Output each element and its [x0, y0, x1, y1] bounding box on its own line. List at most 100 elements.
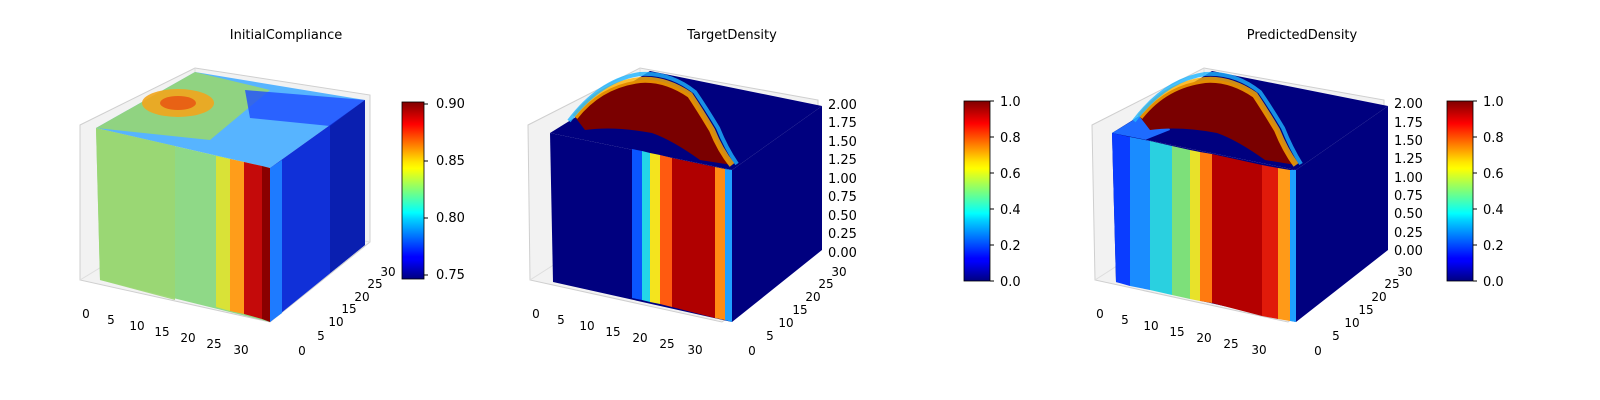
- z-tick-label: 0.50: [1394, 207, 1423, 222]
- panel-target-density: TargetDensity 0.00 0.25 0.50 0.7: [527, 28, 1021, 358]
- y-axis: 0 5 10 15 20 25 30: [748, 265, 846, 358]
- colorbar-tick-label: 1.0: [1000, 95, 1021, 110]
- y-tick-label: 30: [380, 265, 395, 279]
- y-tick-label: 15: [792, 303, 807, 317]
- z-axis: 0.00 0.25 0.50 0.75 1.00 1.25 1.50 1.75 …: [828, 98, 857, 261]
- colorbar: 0.75 0.80 0.85 0.90: [401, 97, 465, 283]
- z-tick-label: 1.25: [828, 153, 857, 168]
- x-tick-label: 20: [180, 331, 195, 345]
- x-tick-label: 25: [206, 337, 221, 351]
- x-tick-label: 0: [1096, 307, 1104, 321]
- colorbar-tick-label: 0.80: [436, 211, 465, 226]
- colorbar-tick-label: 0.2: [1483, 239, 1504, 254]
- z-tick-label: 1.50: [828, 135, 857, 150]
- colorbar-tick-label: 0.0: [1000, 275, 1021, 290]
- colorbar-tick-label: 0.75: [436, 268, 465, 283]
- colorbar-gradient: [963, 100, 991, 282]
- y-tick-label: 0: [298, 344, 306, 358]
- x-tick-label: 20: [1196, 331, 1211, 345]
- x-tick-label: 15: [154, 325, 169, 339]
- x-tick-label: 10: [579, 319, 594, 333]
- x-tick-label: 30: [233, 343, 248, 357]
- y-tick-label: 25: [1384, 277, 1399, 291]
- y-tick-label: 25: [818, 277, 833, 291]
- colorbar-tick-label: 0.4: [1000, 203, 1021, 218]
- z-axis: 0.00 0.25 0.50 0.75 1.00 1.25 1.50 1.75 …: [1394, 97, 1423, 259]
- y-tick-label: 20: [354, 290, 369, 304]
- y-tick-label: 0: [748, 344, 756, 358]
- x-tick-label: 10: [129, 319, 144, 333]
- y-tick-label: 0: [1314, 344, 1322, 358]
- cube-right-face: [1296, 106, 1388, 322]
- colorbar-tick-label: 1.0: [1483, 95, 1504, 110]
- y-tick-label: 5: [766, 329, 774, 343]
- y-tick-label: 30: [1397, 265, 1412, 279]
- z-tick-label: 1.00: [1394, 171, 1423, 186]
- x-tick-label: 25: [1223, 337, 1238, 351]
- x-tick-label: 30: [687, 343, 702, 357]
- y-tick-label: 10: [1344, 316, 1359, 330]
- x-tick-label: 15: [605, 325, 620, 339]
- x-tick-label: 25: [659, 337, 674, 351]
- x-tick-label: 5: [1121, 313, 1129, 327]
- x-tick-label: 15: [1169, 325, 1184, 339]
- colorbar-tick-label: 0.4: [1483, 203, 1504, 218]
- z-tick-label: 1.50: [1394, 134, 1423, 149]
- cube-right-face: [732, 106, 822, 322]
- voxel-cube: [550, 71, 822, 322]
- x-tick-label: 0: [532, 307, 540, 321]
- y-tick-label: 5: [317, 329, 325, 343]
- x-tick-label: 5: [557, 313, 565, 327]
- z-tick-label: 1.25: [1394, 152, 1423, 167]
- z-tick-label: 2.00: [828, 98, 857, 113]
- x-tick-label: 10: [1143, 319, 1158, 333]
- colorbar-tick-label: 0.8: [1483, 131, 1504, 146]
- z-tick-label: 0.25: [828, 227, 857, 242]
- x-tick-label: 30: [1251, 343, 1266, 357]
- z-tick-label: 0.50: [828, 209, 857, 224]
- colorbar-tick-label: 0.0: [1483, 275, 1504, 290]
- colorbar: 0.0 0.2 0.4 0.6 0.8 1.0: [1446, 95, 1504, 290]
- y-tick-label: 10: [328, 315, 343, 329]
- colorbar-gradient: [401, 101, 425, 280]
- x-tick-label: 20: [632, 331, 647, 345]
- z-tick-label: 0.00: [828, 246, 857, 261]
- colorbar-tick-label: 0.85: [436, 154, 465, 169]
- colorbar-gradient: [1446, 100, 1474, 282]
- voxel-cube: [96, 72, 365, 322]
- colorbar-tick-label: 0.6: [1483, 167, 1504, 182]
- y-tick-label: 5: [1332, 329, 1340, 343]
- z-tick-label: 1.75: [828, 116, 857, 131]
- colorbar-tick-label: 0.90: [436, 97, 465, 112]
- z-tick-label: 0.00: [1394, 244, 1423, 259]
- y-tick-label: 20: [1371, 290, 1386, 304]
- y-tick-label: 20: [805, 290, 820, 304]
- y-tick-label: 30: [831, 265, 846, 279]
- colorbar: 0.0 0.2 0.4 0.6 0.8 1.0: [963, 95, 1021, 290]
- z-tick-label: 0.75: [828, 190, 857, 205]
- z-tick-label: 0.25: [1394, 226, 1423, 241]
- x-axis: 0 5 10 15 20 25 30: [82, 307, 248, 357]
- x-tick-label: 0: [82, 307, 90, 321]
- colorbar-tick-label: 0.2: [1000, 239, 1021, 254]
- y-tick-label: 15: [341, 302, 356, 316]
- voxel-cube: [1112, 71, 1388, 322]
- panel-predicted-density: PredictedDensity 0.00: [1091, 28, 1504, 358]
- y-tick-label: 15: [1358, 303, 1373, 317]
- y-tick-label: 10: [778, 316, 793, 330]
- y-axis: 0 5 10 15 20 25 30: [298, 265, 395, 358]
- x-axis: 0 5 10 15 20 25 30: [532, 307, 702, 357]
- x-axis: 0 5 10 15 20 25 30: [1096, 307, 1266, 357]
- colorbar-tick-label: 0.6: [1000, 167, 1021, 182]
- chart-title: InitialCompliance: [230, 28, 343, 43]
- z-tick-label: 1.00: [828, 172, 857, 187]
- chart-title: PredictedDensity: [1247, 28, 1358, 43]
- y-axis: 0 5 10 15 20 25 30: [1314, 265, 1412, 358]
- x-tick-label: 5: [107, 313, 115, 327]
- colorbar-tick-label: 0.8: [1000, 131, 1021, 146]
- z-tick-label: 0.75: [1394, 189, 1423, 204]
- z-tick-label: 2.00: [1394, 97, 1423, 112]
- chart-title: TargetDensity: [686, 28, 777, 43]
- y-tick-label: 25: [367, 277, 382, 291]
